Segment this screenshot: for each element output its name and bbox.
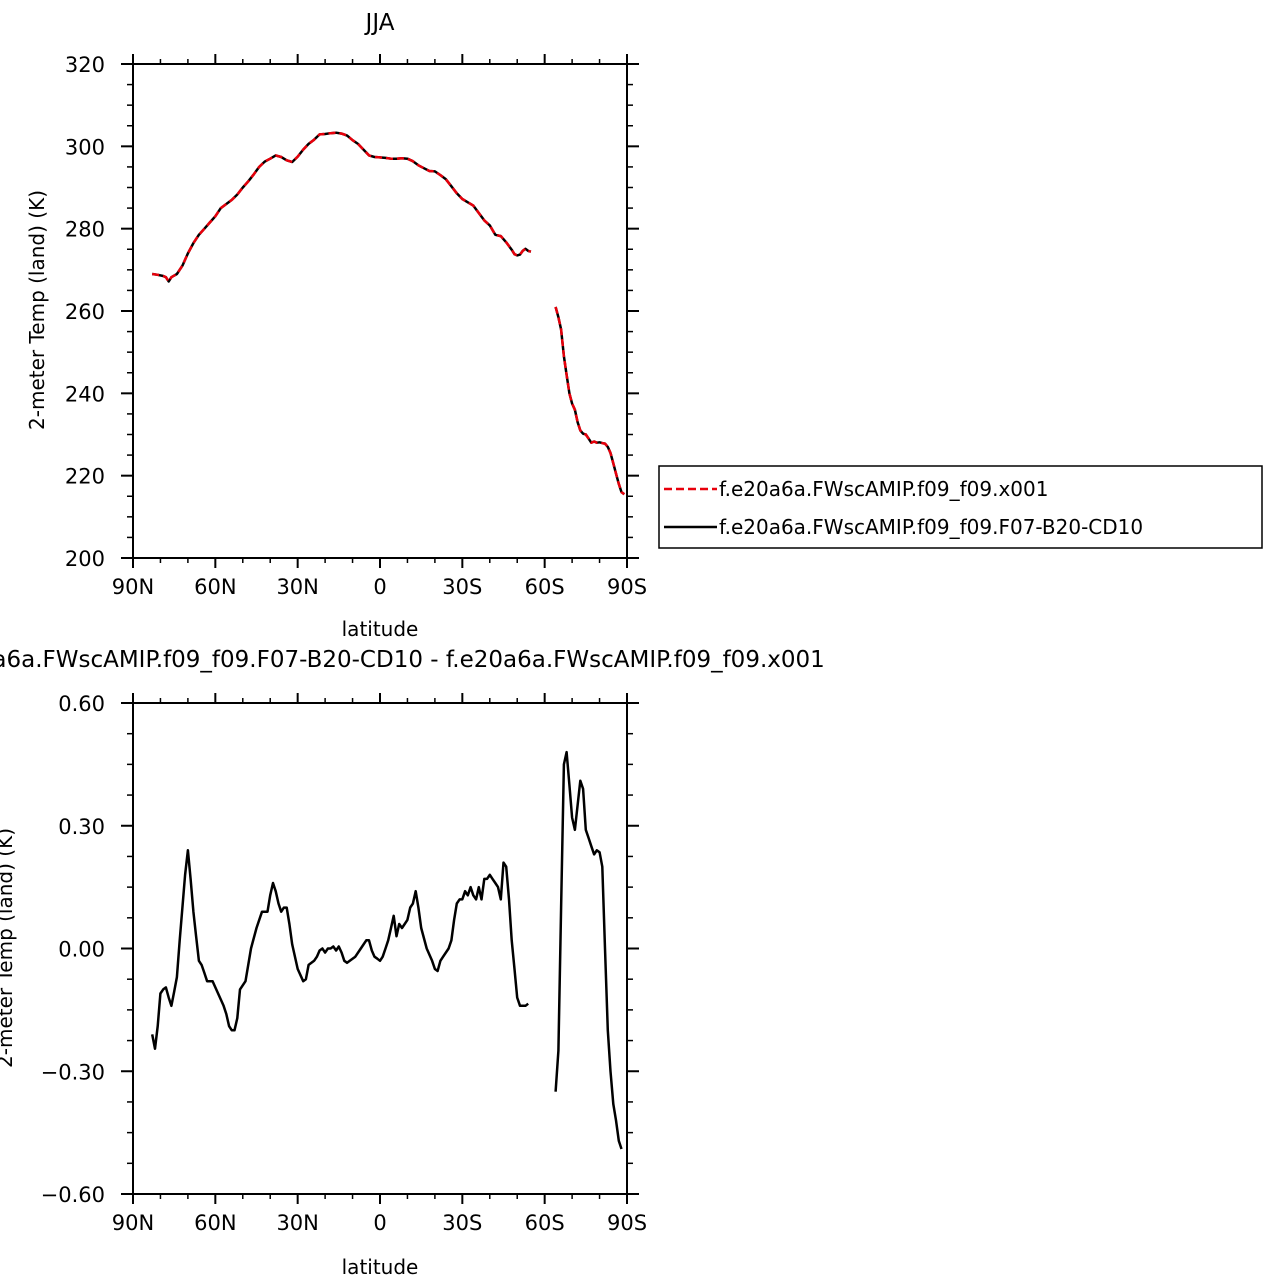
bottom-series-group bbox=[150, 750, 623, 1150]
top-y-axis-label: 2-meter Temp (land) (K) bbox=[25, 190, 49, 430]
top-y-tick-label: 200 bbox=[65, 547, 105, 571]
top-series-group bbox=[152, 131, 626, 496]
bottom-x-tick-label: 30S bbox=[442, 1211, 482, 1235]
legend-item-cd10: f.e20a6a.FWscAMIP.f09_f09.F07-B20-CD10 bbox=[719, 515, 1143, 539]
top-y-tick-label: 280 bbox=[65, 218, 105, 242]
legend-box bbox=[658, 465, 1263, 549]
bottom-x-tick-label: 60N bbox=[194, 1211, 236, 1235]
top-x-axis-label: latitude bbox=[342, 617, 419, 641]
bottom-plot-frame bbox=[132, 702, 628, 1195]
bottom-series-0-line-segment-0 bbox=[150, 849, 529, 1050]
bottom-x-tick-label: 90S bbox=[607, 1211, 647, 1235]
top-y-tick-label: 220 bbox=[65, 465, 105, 489]
top-x-tick-label: 30N bbox=[276, 575, 318, 599]
bottom-line-chart: f.e20a6a.FWscAMIP.f09_f09.F07-B20-CD10 -… bbox=[0, 647, 825, 1279]
bottom-y-axis-label: 2-meter Temp (land) (K) bbox=[0, 828, 17, 1068]
legend-item-x001: f.e20a6a.FWscAMIP.f09_f09.x001 bbox=[719, 477, 1048, 501]
top-x-tick-label: 60N bbox=[194, 575, 236, 599]
top-series-0-line-segment-0 bbox=[152, 131, 532, 283]
top-y-tick-label: 240 bbox=[65, 382, 105, 406]
top-x-tick-label: 90S bbox=[607, 575, 647, 599]
top-y-tick-label: 320 bbox=[65, 53, 105, 77]
bottom-y-tick-label: −0.30 bbox=[41, 1060, 105, 1084]
top-x-tick-label: 60S bbox=[525, 575, 565, 599]
top-y-tick-label: 260 bbox=[65, 300, 105, 324]
bottom-x-tick-label: 60S bbox=[525, 1211, 565, 1235]
bottom-y-tick-label: 0.00 bbox=[58, 938, 105, 962]
bottom-x-tick-label: 30N bbox=[276, 1211, 318, 1235]
top-x-tick-label: 0 bbox=[373, 575, 386, 599]
bottom-y-tick-label: −0.60 bbox=[41, 1183, 105, 1207]
bottom-y-tick-label: 0.60 bbox=[58, 692, 105, 716]
bottom-series-0-line-segment-1 bbox=[554, 750, 623, 1150]
bottom-y-tick-label: 0.30 bbox=[58, 815, 105, 839]
top-chart-title: JJA bbox=[364, 10, 395, 36]
top-axis-ticks: 90N 60N 30N 0 30S 60S 90S 200 220 240 260 280 300 320 bbox=[65, 53, 647, 599]
top-plot-frame bbox=[132, 63, 628, 559]
bottom-x-tick-label: 90N bbox=[112, 1211, 154, 1235]
legend: f.e20a6a.FWscAMIP.f09_f09.x001 f.e20a6a.… bbox=[658, 465, 1263, 549]
bottom-x-axis-label: latitude bbox=[342, 1255, 419, 1279]
top-x-tick-label: 30S bbox=[442, 575, 482, 599]
bottom-x-tick-label: 0 bbox=[373, 1211, 386, 1235]
top-y-tick-label: 300 bbox=[65, 135, 105, 159]
bottom-axis-ticks: 90N 60N 30N 0 30S 60S 90S −0.60 −0.30 0.00 0.30 0.6… bbox=[41, 692, 647, 1235]
bottom-chart-title: f.e20a6a.FWscAMIP.f09_f09.F07-B20-CD10 -… bbox=[0, 647, 825, 673]
top-series-0-line-segment-1 bbox=[554, 306, 626, 496]
top-line-chart: JJA latitude 2-meter Temp (land) (K) 90N… bbox=[25, 10, 647, 641]
top-x-tick-label: 90N bbox=[112, 575, 154, 599]
